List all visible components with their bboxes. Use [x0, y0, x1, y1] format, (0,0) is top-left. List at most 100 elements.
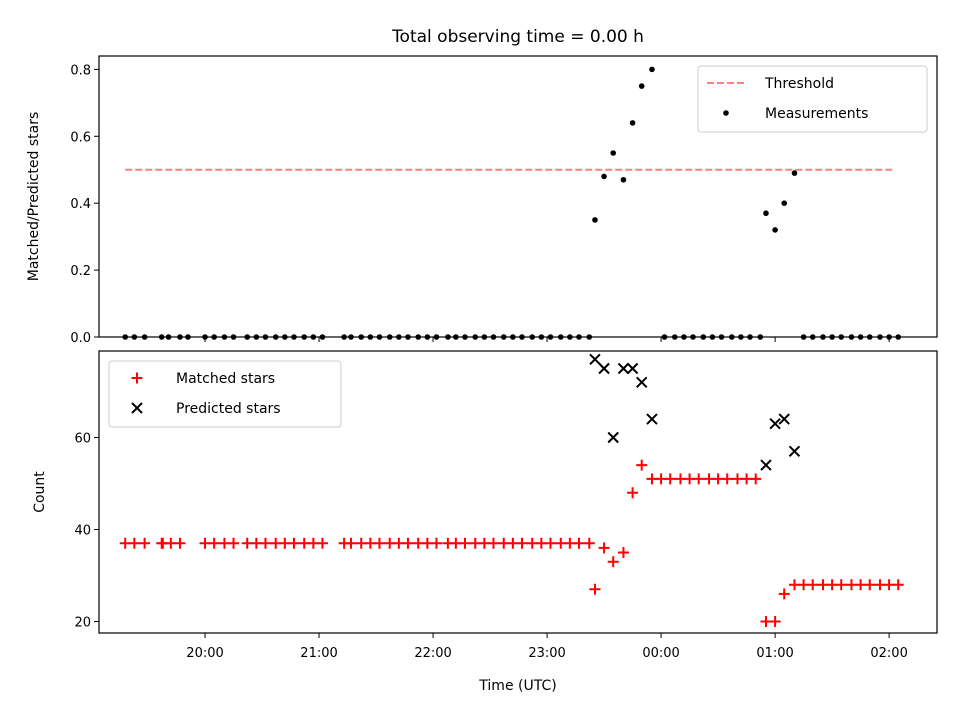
ratio-data-point: [772, 227, 778, 233]
x-tick-label: 02:00: [870, 646, 907, 661]
ratio-x-ticks: [204, 337, 890, 342]
counts-data-point: [769, 615, 781, 627]
counts-data-point: [208, 537, 220, 549]
counts-data-point: [487, 537, 499, 549]
chart-title: Total observing time = 0.00 h: [391, 27, 644, 47]
counts-data-point: [617, 362, 630, 375]
ratio-y-tick-label: 0.8: [70, 63, 91, 78]
ratio-data-point: [763, 210, 769, 217]
counts-data-point: [589, 583, 601, 595]
counts-data-point: [750, 473, 762, 485]
ratio-data-point: [791, 170, 798, 176]
ratio-y-tick-label: 0.2: [70, 264, 91, 279]
counts-data-point: [288, 537, 300, 549]
x-axis-label: Time (UTC): [478, 678, 556, 694]
legend-marker: [723, 110, 729, 116]
counts-data-point: [583, 537, 595, 549]
counts-data-point: [516, 537, 528, 549]
ratio-data-point: [610, 150, 617, 156]
counts-data-point: [544, 537, 556, 549]
ratio-data-point: [592, 217, 598, 223]
ratio-legend: Threshold Measurements: [697, 65, 928, 133]
counts-data-point: [128, 537, 140, 549]
counts-y-tick-label: 40: [74, 523, 91, 538]
counts-data-point: [617, 546, 629, 558]
counts-data-point: [864, 579, 876, 591]
legend-swatch: [131, 402, 143, 414]
count-y-axis-label: Count: [32, 471, 48, 513]
counts-data-point: [373, 537, 385, 549]
counts-series-0: [119, 459, 904, 627]
count-legend: Matched stars Predicted stars: [108, 360, 342, 428]
x-tick-label: 22:00: [414, 646, 451, 661]
ratio-y-tick-label: 0.6: [70, 130, 91, 145]
x-tick-label: 01:00: [756, 646, 793, 661]
x-tick-label: 20:00: [186, 646, 223, 661]
counts-legend-box: [108, 360, 342, 428]
counts-data-point: [627, 487, 639, 499]
ratio-y-tick-label: 0.0: [70, 331, 91, 346]
counts-data-point: [402, 537, 414, 549]
counts-data-point: [626, 362, 639, 375]
counts-data-point: [345, 537, 357, 549]
counts-data-point: [721, 473, 733, 485]
counts-data-point: [430, 537, 442, 549]
ratio-data-point: [629, 120, 636, 126]
count-x-axis: 20:00 21:00 22:00 23:00 00:00 01:00 02:00: [186, 633, 908, 661]
counts-data-point: [693, 473, 705, 485]
legend-marker: [131, 402, 143, 414]
ratio-data-point: [620, 176, 627, 183]
ratio-data-point: [781, 200, 788, 206]
count-series-layer: [119, 353, 904, 627]
counts-data-point: [598, 362, 610, 375]
counts-data-point: [607, 556, 619, 568]
ratio-y-tick-label: 0.4: [70, 197, 91, 212]
counts-data-point: [636, 459, 648, 471]
legend-label: Measurements: [765, 106, 868, 122]
count-y-axis: 20 40 60: [74, 431, 99, 630]
counts-data-point: [635, 376, 648, 388]
count-panel: 20 40 60 20:00 21:00 22:00 23:00 00:00 01:00 02:…: [32, 350, 938, 661]
ratio-legend-box: [697, 65, 928, 133]
counts-data-point: [835, 579, 847, 591]
counts-y-tick-label: 60: [74, 431, 91, 446]
legend-swatch: [723, 110, 729, 116]
counts-data-point: [807, 579, 819, 591]
x-tick-label: 00:00: [642, 646, 679, 661]
x-tick-label: 21:00: [300, 646, 337, 661]
counts-data-point: [778, 588, 790, 600]
counts-data-point: [459, 537, 471, 549]
counts-series-1: [589, 353, 801, 471]
counts-data-point: [760, 459, 772, 471]
counts-data-point: [598, 542, 610, 554]
counts-data-point: [788, 445, 801, 457]
ratio-panel: 0.00.20.40.60.8 Matched/Predicted stars …: [26, 55, 938, 346]
counts-data-point: [573, 537, 585, 549]
x-tick-label: 23:00: [528, 646, 565, 661]
legend-label: Matched stars: [176, 371, 275, 387]
counts-data-point: [316, 537, 328, 549]
ratio-y-axis: 0.0 0.2 0.4 0.6 0.8: [70, 63, 99, 346]
counts-data-point: [174, 537, 186, 549]
ratio-data-point: [601, 173, 607, 180]
legend-label: Predicted stars: [176, 401, 281, 417]
count-plot-frame: [98, 350, 938, 634]
ratio-plot-frame: [98, 55, 938, 338]
ratio-y-axis-label: Matched/Predicted stars: [26, 112, 42, 282]
counts-data-point: [646, 413, 658, 425]
counts-data-point: [769, 417, 781, 430]
ratio-data-point: [638, 83, 645, 89]
counts-data-point: [139, 537, 151, 549]
counts-y-tick-label: 20: [74, 615, 91, 630]
ratio-data-point: [649, 66, 655, 73]
counts-data-point: [228, 537, 240, 549]
counts-data-point: [259, 537, 271, 549]
legend-swatch: [131, 372, 143, 384]
counts-data-point: [778, 413, 790, 425]
legend-label: Threshold: [764, 76, 834, 92]
counts-data-point: [589, 353, 601, 365]
counts-data-point: [664, 473, 676, 485]
counts-data-point: [607, 431, 619, 444]
counts-data-point: [892, 579, 904, 591]
